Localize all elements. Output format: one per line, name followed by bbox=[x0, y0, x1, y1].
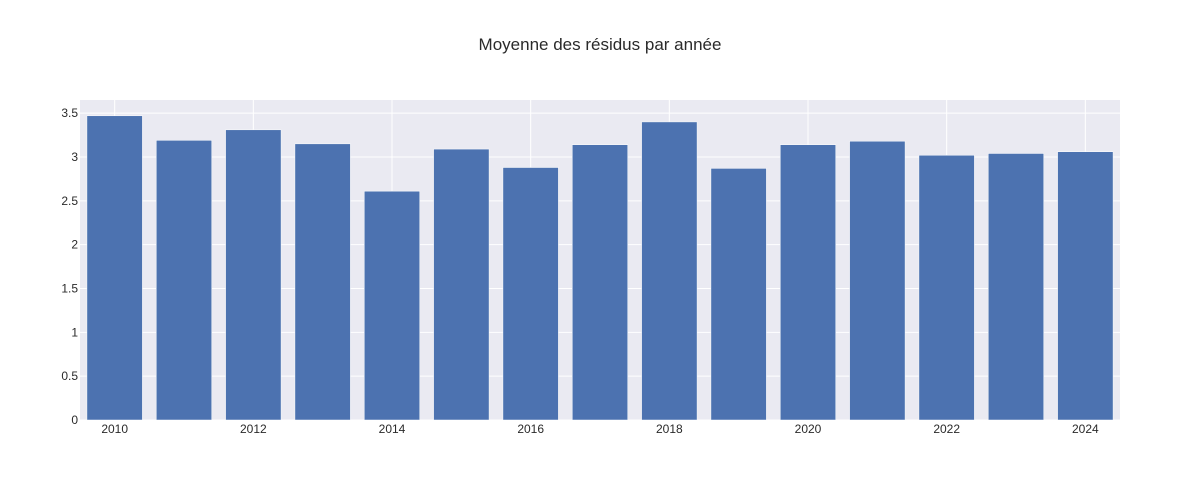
x-axis: 2010 2012 2014 2016 2018 2020 2022 2024 bbox=[101, 422, 1099, 436]
bar-2020 bbox=[780, 144, 836, 421]
bar-2023 bbox=[988, 153, 1044, 421]
x-tick-label: 2018 bbox=[656, 422, 683, 436]
bar-2013 bbox=[294, 143, 351, 421]
chart-title: Moyenne des résidus par année bbox=[479, 35, 722, 54]
bar-2016 bbox=[502, 167, 559, 421]
bar-2022 bbox=[918, 154, 975, 421]
y-tick-label: 0 bbox=[71, 413, 78, 427]
bar-2017 bbox=[572, 144, 628, 421]
bar-2012 bbox=[225, 129, 282, 421]
bar-2011 bbox=[156, 140, 212, 421]
bar-2014 bbox=[364, 190, 420, 421]
y-tick-label: 3.5 bbox=[61, 106, 78, 120]
y-tick-label: 2.5 bbox=[61, 194, 78, 208]
y-tick-label: 0.5 bbox=[61, 369, 78, 383]
x-tick-label: 2020 bbox=[795, 422, 822, 436]
bar-2018 bbox=[641, 121, 698, 421]
x-tick-label: 2014 bbox=[379, 422, 406, 436]
x-tick-label: 2024 bbox=[1072, 422, 1099, 436]
y-tick-label: 2 bbox=[71, 238, 78, 252]
y-tick-label: 1 bbox=[71, 325, 78, 339]
x-tick-label: 2022 bbox=[933, 422, 960, 436]
x-tick-label: 2012 bbox=[240, 422, 267, 436]
bar-2015 bbox=[433, 148, 490, 421]
x-tick-label: 2010 bbox=[101, 422, 128, 436]
y-tick-label: 3 bbox=[71, 150, 78, 164]
y-tick-label: 1.5 bbox=[61, 281, 78, 295]
bar-2010 bbox=[86, 115, 143, 421]
bar-2019 bbox=[710, 168, 767, 421]
bar-2024 bbox=[1057, 151, 1114, 421]
x-tick-label: 2016 bbox=[517, 422, 544, 436]
y-axis: 0 0.5 1 1.5 2 2.5 3 3.5 bbox=[61, 106, 78, 427]
bars bbox=[86, 115, 1114, 421]
bar-2021 bbox=[849, 140, 906, 421]
